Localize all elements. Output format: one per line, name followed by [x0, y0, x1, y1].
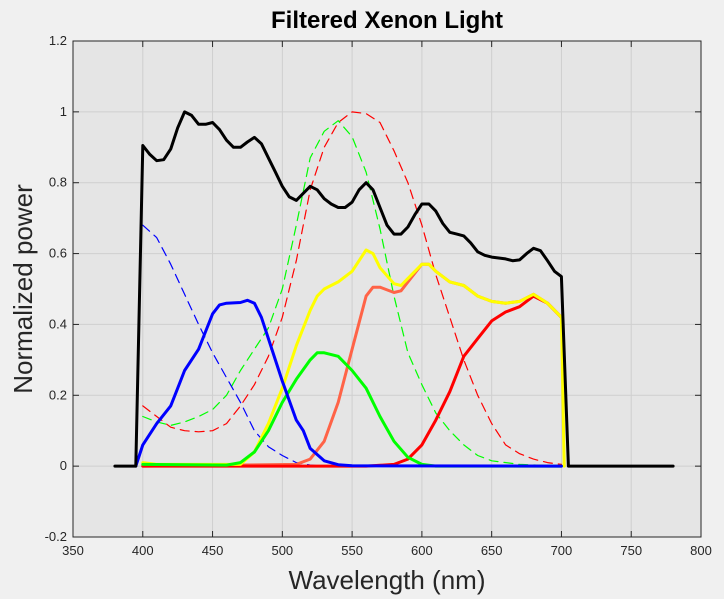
series-lines — [113, 110, 675, 468]
series-line-5 — [141, 248, 566, 468]
y-tick-label: 0.4 — [49, 316, 67, 331]
series-line-4 — [141, 294, 563, 468]
y-tick-label: 1.2 — [49, 33, 67, 48]
x-tick-label: 550 — [341, 543, 363, 558]
series-line-8 — [113, 110, 675, 468]
y-tick-label: 0.8 — [49, 175, 67, 190]
x-tick-label: 400 — [132, 543, 154, 558]
x-tick-label: 450 — [202, 543, 224, 558]
series-line-6 — [141, 351, 563, 468]
y-axis-label: Normalized power — [8, 184, 38, 394]
y-tick-label: 0.2 — [49, 387, 67, 402]
x-tick-label: 700 — [551, 543, 573, 558]
y-tick-label: -0.2 — [45, 529, 67, 544]
y-tick-label: 0.6 — [49, 246, 67, 261]
x-tick-label: 650 — [481, 543, 503, 558]
x-tick-label: 600 — [411, 543, 433, 558]
axes-frame — [72, 40, 702, 538]
ticks: 350 400 450 500 550 600 650 700 750 800 -0.2 0 0.2 0.… — [45, 33, 712, 558]
x-tick-label: 500 — [271, 543, 293, 558]
x-tick-label: 800 — [690, 543, 712, 558]
x-tick-label: 750 — [620, 543, 642, 558]
x-tick-label: 350 — [62, 543, 84, 558]
chart-title: Filtered Xenon Light — [271, 7, 503, 34]
series-line-2 — [142, 224, 325, 467]
x-axis-label: Wavelength (nm) — [289, 565, 486, 595]
series-line-0 — [142, 111, 563, 465]
y-tick-label: 1 — [60, 104, 67, 119]
series-line-7 — [134, 298, 563, 468]
series-line-1 — [142, 120, 563, 467]
y-tick-label: 0 — [60, 458, 67, 473]
